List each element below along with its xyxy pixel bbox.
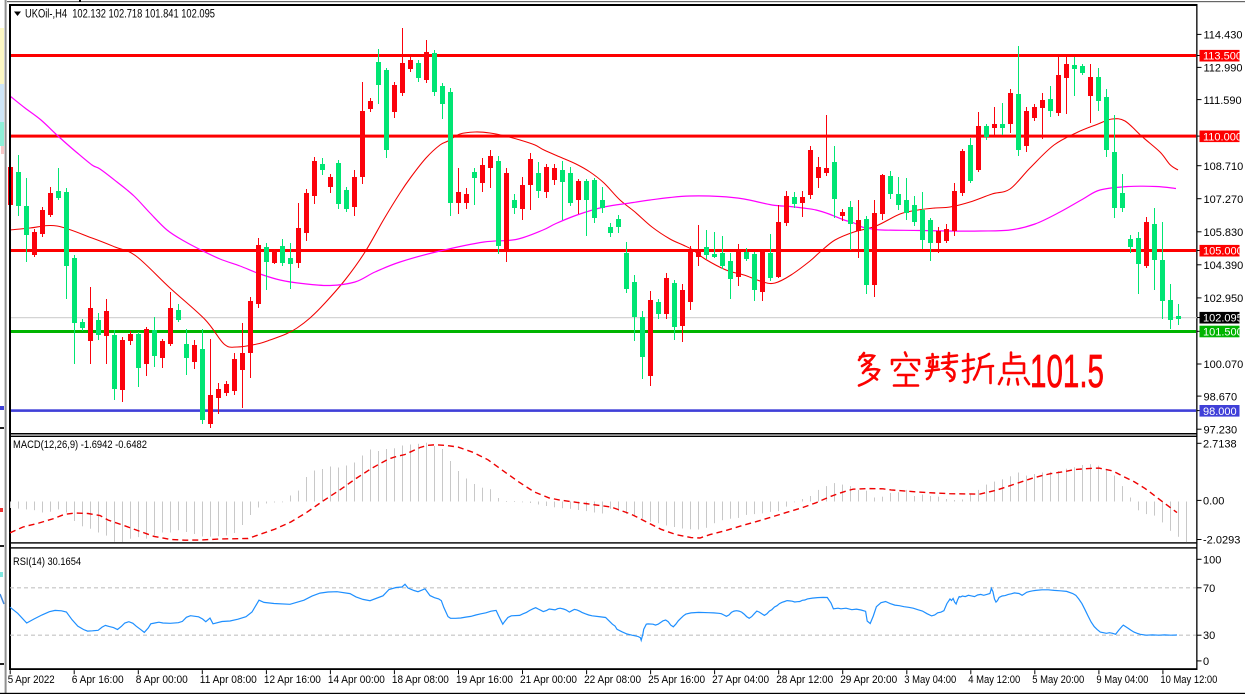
svg-text:30: 30 [1203, 630, 1215, 642]
svg-text:97.230: 97.230 [1204, 424, 1238, 436]
svg-text:112.990: 112.990 [1204, 63, 1243, 75]
svg-text:5 May 20:00: 5 May 20:00 [1032, 674, 1084, 686]
svg-text:113.500: 113.500 [1203, 51, 1242, 63]
svg-text:111.590: 111.590 [1204, 95, 1242, 107]
svg-text:4 May 12:00: 4 May 12:00 [968, 674, 1020, 686]
svg-text:RSI(14) 30.1654: RSI(14) 30.1654 [13, 556, 81, 568]
svg-text:18 Apr 08:00: 18 Apr 08:00 [392, 674, 449, 686]
svg-text:101.500: 101.500 [1203, 327, 1243, 339]
svg-text:22 Apr 08:00: 22 Apr 08:00 [584, 674, 641, 686]
svg-text:27 Apr 04:00: 27 Apr 04:00 [712, 674, 769, 686]
svg-text:10 May 12:00: 10 May 12:00 [1160, 674, 1217, 686]
svg-text:UKOil-,H4 102.132 102.718 101: UKOil-,H4 102.132 102.718 101.841 102.09… [25, 9, 215, 21]
svg-text:12 Apr 16:00: 12 Apr 16:00 [264, 674, 321, 686]
svg-text:-2.0293: -2.0293 [1203, 535, 1240, 547]
svg-text:29 Apr 20:00: 29 Apr 20:00 [840, 674, 897, 686]
svg-text:28 Apr 12:00: 28 Apr 12:00 [776, 674, 833, 686]
svg-text:70: 70 [1203, 583, 1215, 595]
svg-text:19 Apr 16:00: 19 Apr 16:00 [456, 674, 513, 686]
svg-text:105.000: 105.000 [1203, 246, 1243, 258]
svg-text:100: 100 [1203, 554, 1221, 566]
svg-text:100.070: 100.070 [1204, 359, 1244, 371]
svg-text:110.000: 110.000 [1203, 131, 1242, 143]
svg-text:107.270: 107.270 [1204, 194, 1244, 206]
svg-text:105.830: 105.830 [1204, 227, 1244, 239]
svg-text:104.390: 104.390 [1204, 260, 1244, 272]
svg-text:MACD(12,26,9) -1.6942 -0.6482: MACD(12,26,9) -1.6942 -0.6482 [13, 439, 147, 451]
svg-text:0.00: 0.00 [1203, 495, 1224, 507]
svg-text:14 Apr 00:00: 14 Apr 00:00 [328, 674, 385, 686]
svg-text:6 Apr 16:00: 6 Apr 16:00 [72, 674, 124, 686]
svg-text:98.000: 98.000 [1203, 406, 1237, 418]
svg-text:8 Apr 00:00: 8 Apr 00:00 [136, 674, 188, 686]
svg-text:11 Apr 08:00: 11 Apr 08:00 [200, 674, 257, 686]
svg-text:102.950: 102.950 [1204, 293, 1244, 305]
svg-text:114.430: 114.430 [1204, 30, 1243, 42]
svg-text:9 May 04:00: 9 May 04:00 [1096, 674, 1148, 686]
svg-text:108.710: 108.710 [1204, 161, 1244, 173]
svg-text:98.670: 98.670 [1204, 391, 1238, 403]
svg-text:3 May 04:00: 3 May 04:00 [904, 674, 956, 686]
svg-text:102.095: 102.095 [1203, 313, 1243, 325]
svg-text:0: 0 [1203, 656, 1209, 668]
svg-text:25 Apr 16:00: 25 Apr 16:00 [648, 674, 705, 686]
svg-text:2.7138: 2.7138 [1203, 438, 1237, 450]
svg-text:21 Apr 00:00: 21 Apr 00:00 [520, 674, 577, 686]
svg-text:5 Apr 2022: 5 Apr 2022 [8, 674, 55, 686]
svg-text:101.5: 101.5 [1030, 345, 1104, 397]
